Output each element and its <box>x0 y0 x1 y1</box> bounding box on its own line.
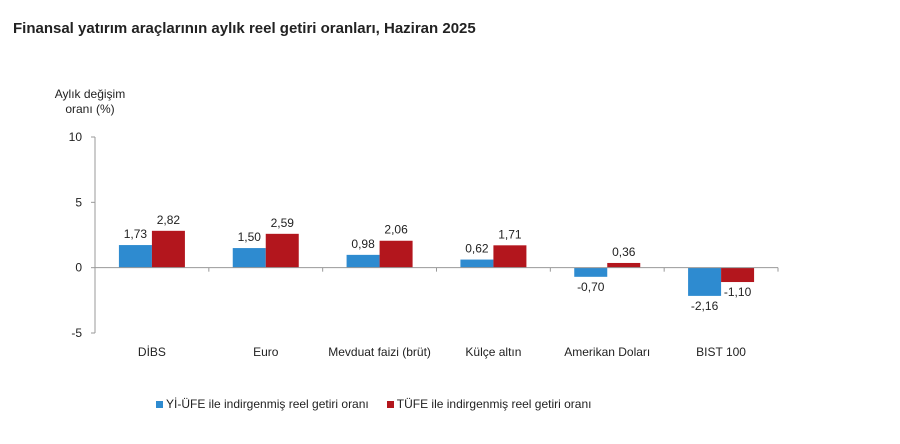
chart-title: Finansal yatırım araçlarının aylık reel … <box>13 20 476 37</box>
legend-swatch-series-2 <box>386 400 394 408</box>
bar-series-1 <box>574 267 608 277</box>
bar-series-1 <box>460 259 494 268</box>
legend-label-series-1: Yİ-ÜFE ile indirgenmiş reel getiri oranı <box>166 397 369 411</box>
y-axis-title: Aylık değişim oranı (%) <box>40 87 140 117</box>
x-category-label: Mevduat faizi (brüt) <box>328 345 431 359</box>
y-axis-title-line-2: oranı (%) <box>65 102 115 116</box>
x-category-label: DİBS <box>138 345 166 359</box>
bar-series-2 <box>493 245 527 268</box>
y-axis-title-line-1: Aylık değişim <box>54 87 126 101</box>
x-category-label: Amerikan Doları <box>564 345 650 359</box>
x-category-label: Euro <box>253 345 279 359</box>
y-tick-label: 5 <box>75 195 82 209</box>
bar-series-2 <box>721 267 755 283</box>
bar-series-1 <box>232 248 266 268</box>
legend-label-series-2: TÜFE ile indirgenmiş reel getiri oranı <box>396 397 592 411</box>
y-tick-label: 10 <box>69 130 83 144</box>
y-tick-label: 0 <box>75 261 82 275</box>
data-label-series-2: 0,36 <box>612 245 636 259</box>
bar-series-1 <box>688 267 722 296</box>
legend-item-series-2: TÜFE ile indirgenmiş reel getiri oranı <box>386 397 592 411</box>
data-label-series-1: 0,62 <box>465 242 489 256</box>
bar-series-2 <box>607 262 641 268</box>
data-label-series-1: -2,16 <box>691 299 719 313</box>
data-label-series-1: 1,50 <box>238 230 262 244</box>
bar-series-2 <box>151 230 185 268</box>
chart-legend: Yİ-ÜFE ile indirgenmiş reel getiri oranı… <box>156 397 592 411</box>
data-label-series-1: 0,98 <box>351 237 375 251</box>
x-category-label: Külçe altın <box>465 345 521 359</box>
bar-series-2 <box>379 240 413 268</box>
data-label-series-2: 1,71 <box>498 227 522 241</box>
legend-swatch-series-1 <box>156 400 163 408</box>
data-label-series-1: -0,70 <box>577 280 605 294</box>
data-label-series-2: 2,59 <box>271 216 295 230</box>
bar-series-2 <box>265 233 299 268</box>
bar-series-1 <box>346 254 380 268</box>
data-label-series-2: 2,06 <box>384 223 408 237</box>
data-label-series-2: -1,10 <box>724 285 752 299</box>
x-category-label: BIST 100 <box>696 345 746 359</box>
data-label-series-2: 2,82 <box>157 213 181 227</box>
y-tick-label: -5 <box>71 326 82 340</box>
data-label-series-1: 1,73 <box>124 227 148 241</box>
legend-item-series-1: Yİ-ÜFE ile indirgenmiş reel getiri oranı <box>156 397 369 411</box>
bar-series-1 <box>118 245 152 268</box>
